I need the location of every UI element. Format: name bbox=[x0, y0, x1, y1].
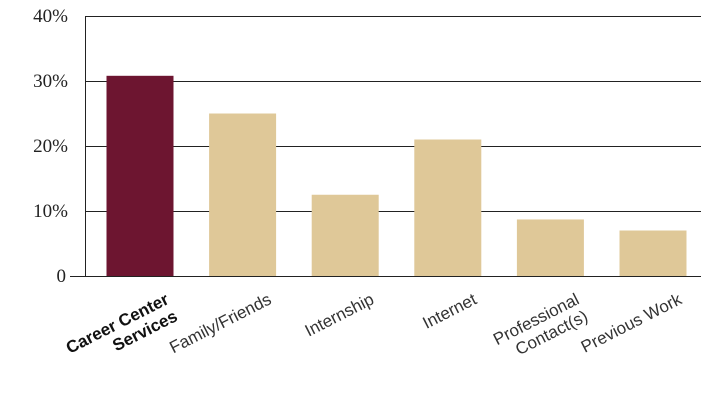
y-axis-ticks: 0 10% 20% 30% 40% bbox=[33, 6, 68, 287]
x-tick-label: Internet bbox=[420, 290, 480, 333]
bar bbox=[516, 219, 584, 276]
bar bbox=[311, 194, 379, 276]
y-tick-label: 10% bbox=[33, 201, 68, 222]
bar bbox=[106, 75, 174, 276]
x-tick-label-line: Previous Work bbox=[578, 289, 685, 356]
x-tick-label: Internship bbox=[302, 290, 377, 341]
x-tick-label: Previous Work bbox=[578, 289, 685, 356]
y-tick-label: 0 bbox=[57, 266, 67, 287]
x-tick-label-line: Family/Friends bbox=[166, 290, 274, 358]
y-tick-label: 40% bbox=[33, 6, 68, 27]
x-tick-label: Family/Friends bbox=[166, 290, 274, 358]
y-tick-label: 30% bbox=[33, 71, 68, 92]
x-tick-label: Career CenterServices bbox=[63, 289, 181, 374]
gridlines bbox=[70, 16, 701, 277]
x-tick-label: ProfessionalContact(s) bbox=[490, 290, 591, 366]
x-tick-label-line: Internet bbox=[420, 290, 480, 333]
x-tick-label-line: Internship bbox=[302, 290, 377, 341]
bar bbox=[414, 139, 482, 276]
bars bbox=[106, 75, 687, 276]
bar bbox=[619, 230, 687, 276]
y-tick-label: 20% bbox=[33, 136, 68, 157]
bar bbox=[209, 113, 277, 276]
